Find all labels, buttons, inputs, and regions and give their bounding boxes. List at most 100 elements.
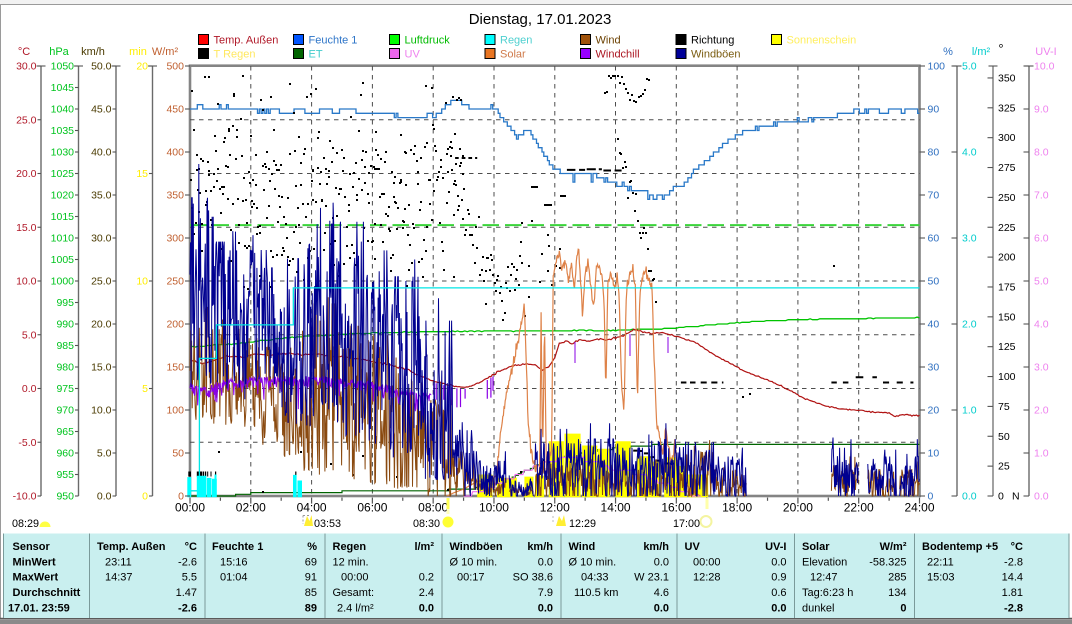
svg-text:2.4 l/m²: 2.4 l/m² [337,602,374,614]
svg-text:km/h: km/h [527,541,553,553]
svg-text:350: 350 [166,190,184,202]
svg-text:0: 0 [928,491,934,503]
svg-text:12:28: 12:28 [693,572,721,584]
svg-text:20.0: 20.0 [91,319,112,331]
svg-text:0.0: 0.0 [654,602,669,614]
svg-text:5.5: 5.5 [182,572,197,584]
svg-text:min: min [129,46,147,58]
svg-text:14.4: 14.4 [1002,572,1023,584]
svg-text:14:00: 14:00 [601,501,631,515]
svg-text:12:47: 12:47 [810,572,838,584]
svg-text:01:04: 01:04 [220,572,248,584]
svg-text:dunkel: dunkel [802,602,834,614]
svg-text:Bodentemp +5: Bodentemp +5 [922,541,998,553]
svg-text:30.0: 30.0 [16,61,37,73]
svg-text:955: 955 [56,469,74,481]
svg-text:5.0: 5.0 [97,448,112,460]
svg-text:Ø 10 min.: Ø 10 min. [450,556,498,568]
svg-text:%: % [307,541,317,553]
svg-text:1045: 1045 [51,82,75,94]
svg-text:3.0: 3.0 [962,233,977,245]
svg-text:91: 91 [305,572,317,584]
svg-text:89: 89 [305,602,317,614]
svg-text:0.0: 0.0 [962,491,977,503]
svg-text:00:00: 00:00 [341,572,369,584]
svg-text:15.0: 15.0 [91,362,112,374]
svg-text:5.0: 5.0 [22,329,37,341]
svg-text:Wind: Wind [569,541,596,553]
svg-text:Sonnenschein: Sonnenschein [787,35,857,47]
svg-text:60: 60 [928,233,940,245]
svg-text:1.0: 1.0 [1034,448,1049,460]
svg-text:1050: 1050 [51,61,75,73]
svg-text:1035: 1035 [51,125,75,137]
svg-text:970: 970 [56,405,74,417]
svg-text:1010: 1010 [51,233,75,245]
svg-text:0.9: 0.9 [771,572,786,584]
svg-text:03:53: 03:53 [314,518,341,530]
svg-text:134: 134 [888,587,906,599]
svg-text:150: 150 [166,362,184,374]
svg-text:Elevation: Elevation [802,556,847,568]
svg-text:-58.325: -58.325 [869,556,906,568]
svg-text:1.81: 1.81 [1002,587,1023,599]
svg-text:175: 175 [998,281,1016,293]
svg-text:1020: 1020 [51,190,75,202]
svg-text:UV: UV [685,541,701,553]
svg-text:17:00: 17:00 [673,518,700,530]
svg-text:75: 75 [998,401,1010,413]
svg-text:-2.8: -2.8 [1004,556,1023,568]
svg-text:70: 70 [928,190,940,202]
svg-text:°C: °C [18,46,30,58]
svg-text:Windchill: Windchill [596,49,640,61]
svg-text:Windböen: Windböen [450,541,503,553]
svg-text:100: 100 [166,405,184,417]
svg-text:3.0: 3.0 [1034,362,1049,374]
svg-text:-2.6: -2.6 [178,602,197,614]
svg-text:200: 200 [998,252,1016,264]
svg-text:Wind: Wind [596,35,621,47]
svg-text:°: ° [998,41,1003,56]
svg-text:10.0: 10.0 [1034,61,1055,73]
svg-text:12 min.: 12 min. [333,556,369,568]
svg-text:Durchschnitt: Durchschnitt [13,587,81,599]
svg-text:16:00: 16:00 [661,501,691,515]
svg-text:2.4: 2.4 [419,587,434,599]
svg-text:W/m²: W/m² [880,541,907,553]
svg-text:UV: UV [405,49,421,61]
svg-text:1.47: 1.47 [176,587,197,599]
svg-text:25.0: 25.0 [91,276,112,288]
svg-text:50: 50 [172,448,184,460]
svg-text:24:00: 24:00 [904,501,934,515]
svg-text:0.0: 0.0 [538,602,553,614]
svg-text:0.6: 0.6 [771,587,786,599]
svg-text:10.0: 10.0 [16,276,37,288]
svg-text:90: 90 [928,104,940,116]
svg-text:960: 960 [56,448,74,460]
svg-text:UV-I: UV-I [1035,46,1056,58]
svg-text:08:30: 08:30 [413,518,440,530]
svg-text:08:29: 08:29 [12,518,39,530]
svg-text:1015: 1015 [51,211,75,223]
svg-text:0.0: 0.0 [538,556,553,568]
svg-text:0: 0 [998,491,1004,503]
svg-text:23:11: 23:11 [105,556,132,568]
svg-text:300: 300 [998,132,1016,144]
svg-text:9.0: 9.0 [1034,104,1049,116]
svg-text:Solar: Solar [500,49,526,61]
svg-text:40: 40 [928,319,940,331]
svg-text:04:33: 04:33 [581,572,609,584]
svg-text:1000: 1000 [51,276,75,288]
svg-text:20.0: 20.0 [16,168,37,180]
svg-text:km/h: km/h [81,46,105,58]
svg-text:1025: 1025 [51,168,75,180]
svg-text:00:00: 00:00 [175,501,205,515]
svg-text:50: 50 [928,276,940,288]
svg-text:0.0: 0.0 [97,491,112,503]
svg-text:15.0: 15.0 [16,222,37,234]
svg-text:0: 0 [142,491,148,503]
svg-text:2.0: 2.0 [962,319,977,331]
svg-text:°C: °C [185,541,197,553]
svg-text:0: 0 [178,491,184,503]
svg-text:7.0: 7.0 [1034,190,1049,202]
